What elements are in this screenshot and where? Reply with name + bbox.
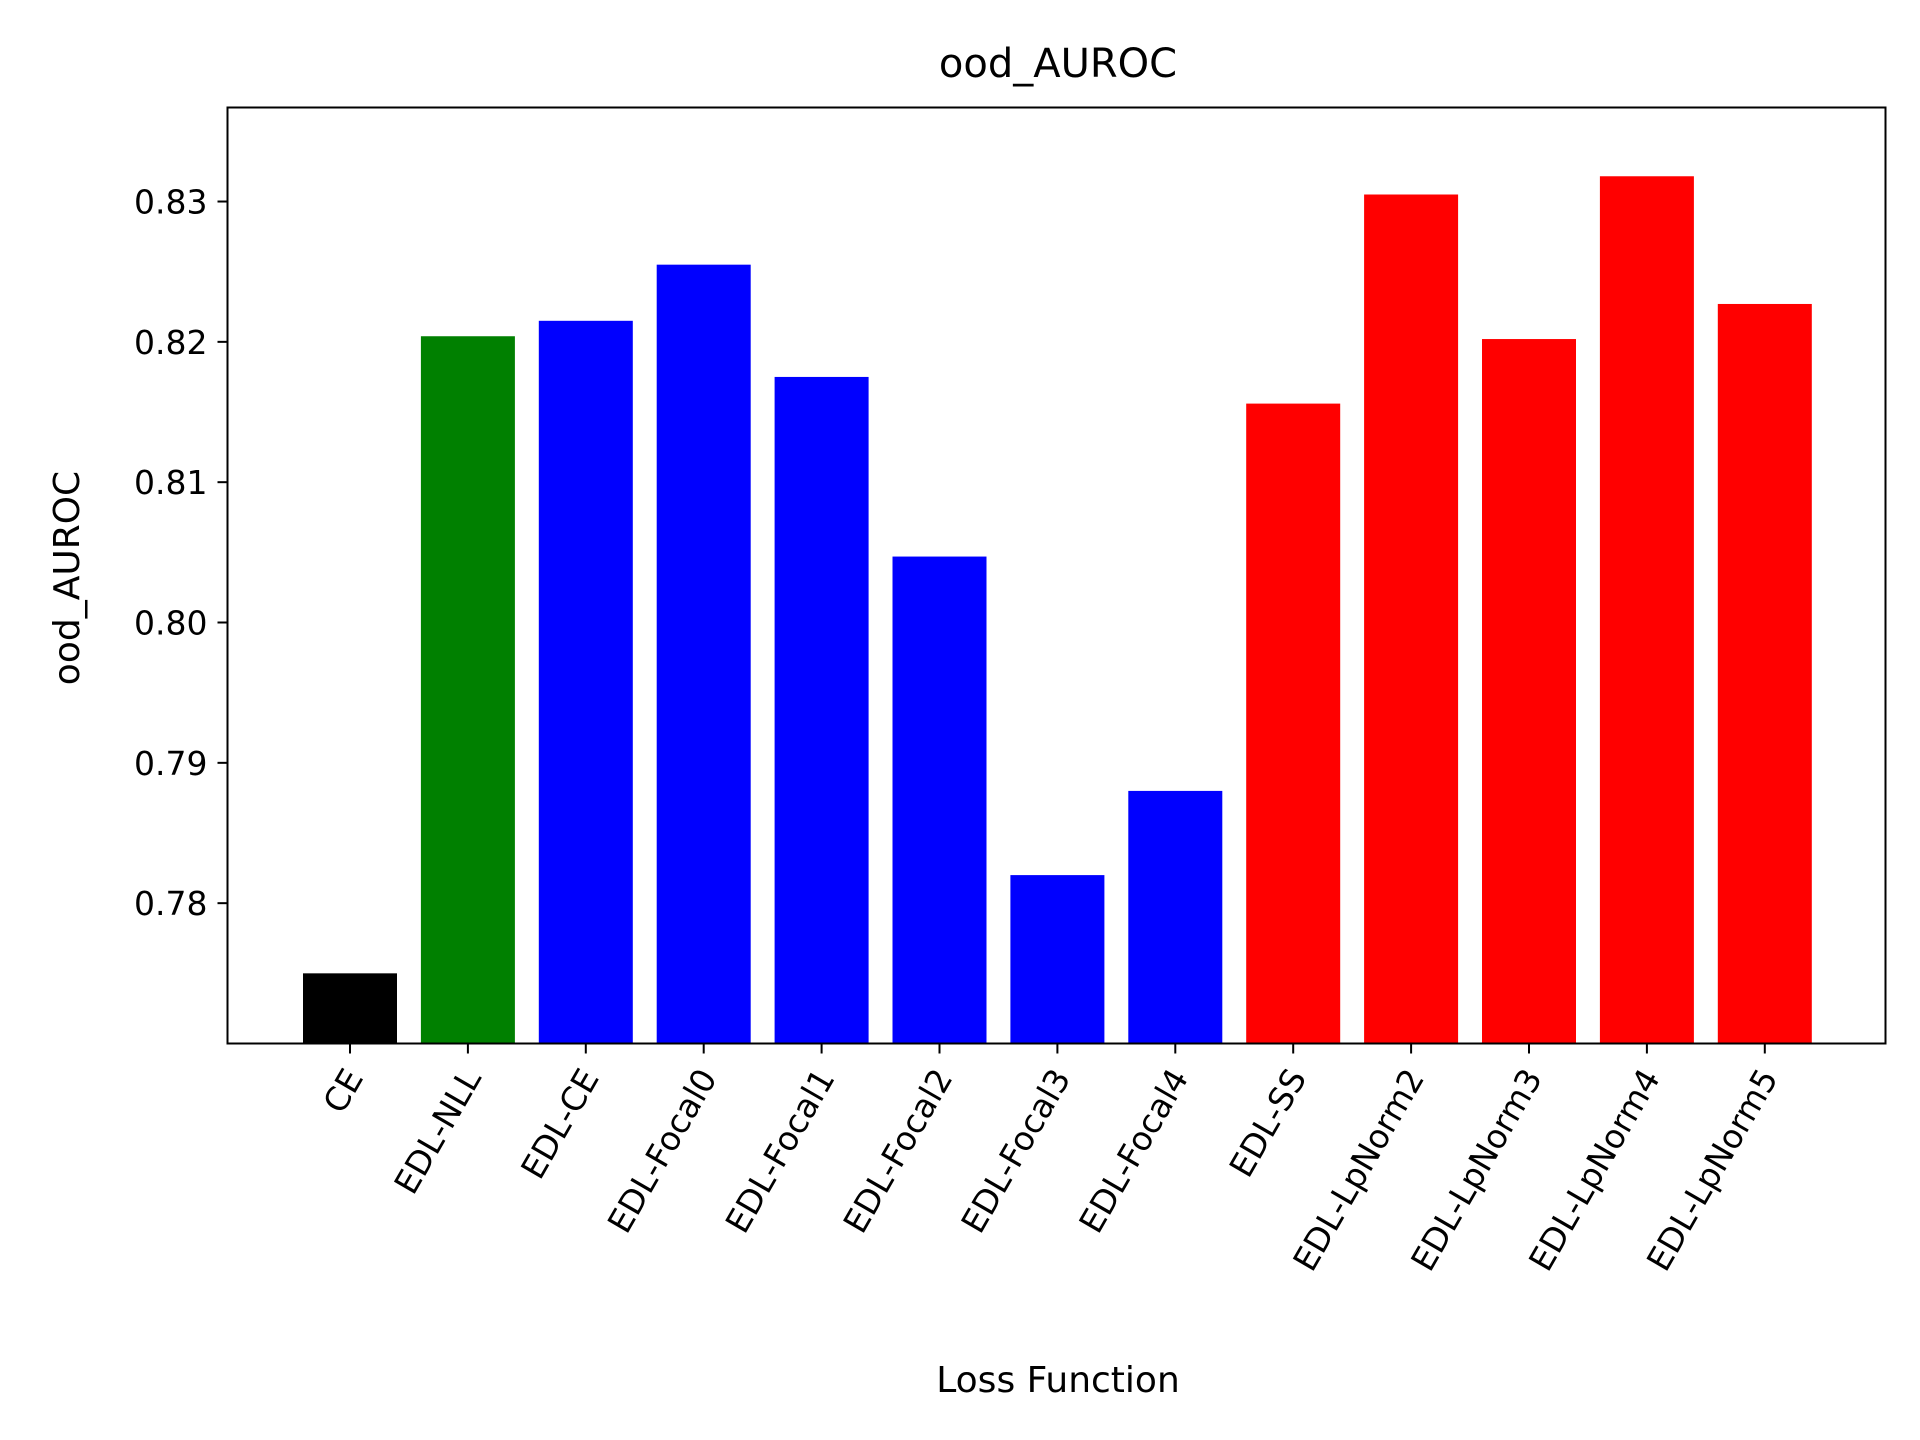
bar-edl-focal0 bbox=[656, 264, 751, 1044]
bar-edl-lpnorm3 bbox=[1482, 339, 1576, 1044]
y-tick-label: 0.81 bbox=[134, 463, 207, 502]
bar-edl-ce bbox=[538, 320, 633, 1044]
x-tick-label: EDL-Focal3 bbox=[953, 1062, 1078, 1240]
y-tick-label: 0.82 bbox=[134, 323, 207, 362]
x-axis-label: Loss Function bbox=[936, 1360, 1180, 1401]
bar-edl-focal3 bbox=[1010, 875, 1105, 1044]
x-tick-label: EDL-Focal2 bbox=[835, 1062, 960, 1240]
plot-frame bbox=[226, 106, 1887, 1045]
bar-edl-ss bbox=[1246, 403, 1341, 1044]
bar-edl-nll bbox=[420, 336, 515, 1044]
x-tick-label: CE bbox=[315, 1062, 371, 1120]
y-tick-label: 0.78 bbox=[134, 884, 207, 923]
bar-edl-focal2 bbox=[892, 556, 987, 1044]
bar-edl-lpnorm2 bbox=[1364, 194, 1459, 1044]
bar-edl-lpnorm4 bbox=[1599, 176, 1694, 1044]
bar-edl-focal1 bbox=[774, 376, 869, 1044]
y-axis: 0.78 0.79 0.80 0.81 0.82 0.83 bbox=[134, 183, 228, 923]
x-tick-label: EDL-NLL bbox=[386, 1061, 489, 1200]
x-tick-label: EDL-Focal1 bbox=[718, 1062, 843, 1240]
bar-edl-lpnorm5 bbox=[1717, 303, 1812, 1044]
x-tick-label: EDL-Focal4 bbox=[1071, 1062, 1196, 1240]
y-tick-label: 0.79 bbox=[134, 744, 207, 783]
x-tick-label: EDL-CE bbox=[513, 1062, 607, 1185]
y-tick-label: 0.80 bbox=[134, 604, 207, 643]
x-tick-label: EDL-SS bbox=[1221, 1062, 1314, 1184]
y-axis-label: ood_AUROC bbox=[47, 471, 88, 685]
x-tick-label: EDL-LpNorm5 bbox=[1639, 1062, 1786, 1277]
bar-edl-focal4 bbox=[1128, 790, 1223, 1044]
y-tick-label: 0.83 bbox=[134, 183, 207, 222]
x-tick-label: EDL-Focal0 bbox=[600, 1062, 725, 1240]
chart-title: ood_AUROC bbox=[939, 41, 1177, 87]
bars-layer bbox=[303, 176, 1812, 1044]
x-axis: CE EDL-NLL EDL-CEEDL-Focal0EDL-Focal1EDL-F… bbox=[315, 1043, 1786, 1277]
bar-ce bbox=[303, 973, 397, 1044]
